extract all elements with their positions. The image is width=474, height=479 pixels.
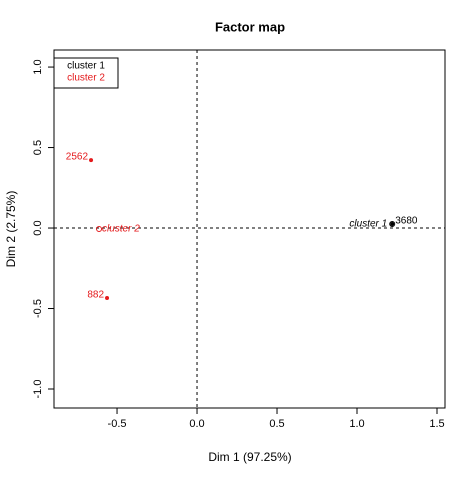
x-axis-label: Dim 1 (97.25%) [208, 450, 291, 464]
point-label: 882 [87, 290, 104, 301]
y-tick-label: 0.5 [32, 140, 44, 155]
point-label: 2562 [66, 152, 89, 163]
point-label: 3680 [395, 216, 418, 227]
plot-frame [53, 49, 446, 409]
x-tick-label: 0.0 [189, 418, 204, 430]
legend-entry: cluster 1 [67, 61, 105, 72]
legend-entry: cluster 2 [67, 73, 105, 84]
y-axis-label: Dim 2 (2.75%) [4, 191, 18, 268]
point [390, 222, 395, 227]
y-tick-label: 0.0 [32, 220, 44, 235]
point [105, 296, 110, 301]
y-tick-label: 1.0 [32, 59, 44, 74]
point [89, 158, 94, 163]
legend-box [53, 57, 119, 89]
cluster-center [389, 221, 396, 228]
x-tick-label: 0.5 [269, 418, 284, 430]
cluster-label: cluster 1 [349, 219, 387, 230]
cluster-center [96, 226, 103, 232]
x-tick-label: 1.0 [349, 418, 364, 430]
x-tick-label: 1.5 [429, 418, 444, 430]
x-tick-label: -0.5 [108, 418, 127, 430]
y-tick-label: -0.5 [32, 299, 44, 318]
cluster-label: cluster 2 [102, 224, 140, 235]
chart-title: Factor map [215, 19, 285, 34]
y-tick-label: -1.0 [32, 380, 44, 399]
